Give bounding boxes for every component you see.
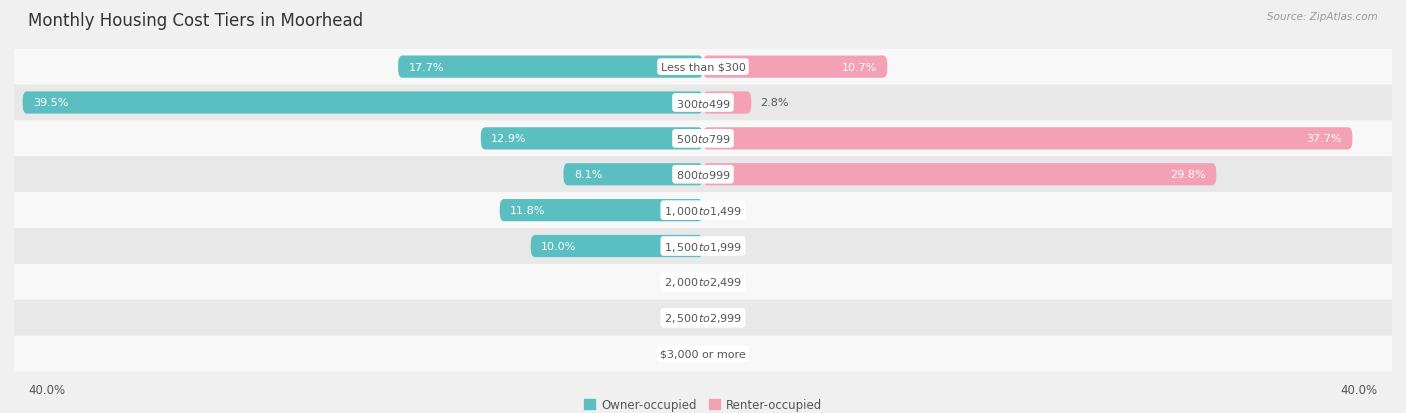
FancyBboxPatch shape — [22, 92, 703, 114]
FancyBboxPatch shape — [14, 85, 1392, 121]
Legend: Owner-occupied, Renter-occupied: Owner-occupied, Renter-occupied — [583, 398, 823, 411]
Text: $3,000 or more: $3,000 or more — [661, 349, 745, 359]
FancyBboxPatch shape — [398, 56, 703, 78]
Text: 0.0%: 0.0% — [666, 349, 695, 359]
FancyBboxPatch shape — [14, 193, 1392, 228]
Text: 37.7%: 37.7% — [1306, 134, 1341, 144]
FancyBboxPatch shape — [14, 336, 1392, 372]
Text: Less than $300: Less than $300 — [661, 62, 745, 72]
Text: 2.8%: 2.8% — [759, 98, 789, 108]
Text: 40.0%: 40.0% — [28, 384, 65, 396]
Text: Source: ZipAtlas.com: Source: ZipAtlas.com — [1267, 12, 1378, 22]
FancyBboxPatch shape — [703, 128, 1353, 150]
Text: $1,500 to $1,999: $1,500 to $1,999 — [664, 240, 742, 253]
FancyBboxPatch shape — [14, 157, 1392, 193]
FancyBboxPatch shape — [14, 121, 1392, 157]
Text: 11.8%: 11.8% — [510, 206, 546, 216]
Text: 0.0%: 0.0% — [711, 277, 740, 287]
Text: 40.0%: 40.0% — [1341, 384, 1378, 396]
Text: $800 to $999: $800 to $999 — [675, 169, 731, 181]
Text: 29.8%: 29.8% — [1170, 170, 1206, 180]
Text: 0.0%: 0.0% — [711, 313, 740, 323]
FancyBboxPatch shape — [499, 199, 703, 222]
FancyBboxPatch shape — [564, 164, 703, 186]
FancyBboxPatch shape — [703, 164, 1216, 186]
Text: 10.7%: 10.7% — [842, 62, 877, 72]
Text: 0.0%: 0.0% — [711, 242, 740, 252]
Text: $2,000 to $2,499: $2,000 to $2,499 — [664, 276, 742, 289]
FancyBboxPatch shape — [531, 235, 703, 258]
FancyBboxPatch shape — [14, 228, 1392, 264]
FancyBboxPatch shape — [703, 92, 751, 114]
Text: 0.0%: 0.0% — [711, 206, 740, 216]
FancyBboxPatch shape — [14, 264, 1392, 300]
Text: $1,000 to $1,499: $1,000 to $1,499 — [664, 204, 742, 217]
Text: 10.0%: 10.0% — [541, 242, 576, 252]
Text: $500 to $799: $500 to $799 — [675, 133, 731, 145]
Text: 0.0%: 0.0% — [711, 349, 740, 359]
FancyBboxPatch shape — [703, 56, 887, 78]
FancyBboxPatch shape — [14, 50, 1392, 85]
FancyBboxPatch shape — [481, 128, 703, 150]
Text: $2,500 to $2,999: $2,500 to $2,999 — [664, 311, 742, 325]
Text: Monthly Housing Cost Tiers in Moorhead: Monthly Housing Cost Tiers in Moorhead — [28, 12, 363, 30]
Text: 12.9%: 12.9% — [491, 134, 527, 144]
Text: 8.1%: 8.1% — [574, 170, 602, 180]
FancyBboxPatch shape — [14, 300, 1392, 336]
Text: 0.0%: 0.0% — [666, 313, 695, 323]
Text: 0.0%: 0.0% — [666, 277, 695, 287]
Text: 17.7%: 17.7% — [409, 62, 444, 72]
Text: $300 to $499: $300 to $499 — [675, 97, 731, 109]
Text: 39.5%: 39.5% — [32, 98, 69, 108]
